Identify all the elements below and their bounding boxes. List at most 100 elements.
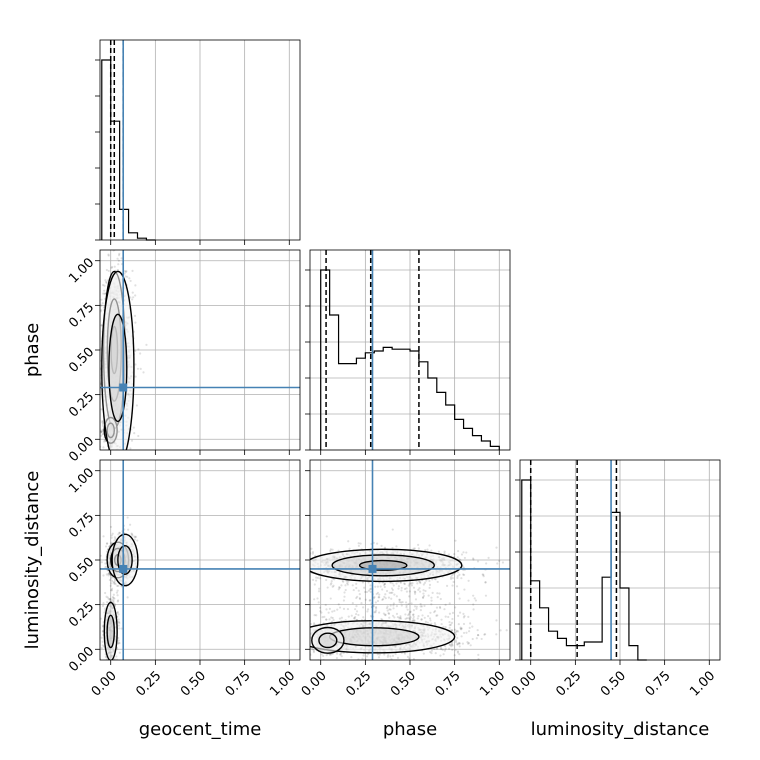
sample-point (90, 465, 92, 467)
sample-point (305, 639, 307, 641)
sample-point (280, 570, 282, 572)
sample-point (126, 596, 129, 599)
sample-point (101, 630, 105, 633)
sample-point (284, 626, 286, 628)
sample-point (105, 542, 109, 545)
sample-point (347, 540, 350, 543)
sample-point (100, 617, 102, 620)
sample-point (131, 291, 134, 294)
sample-point (378, 653, 381, 656)
sample-point (113, 462, 115, 464)
sample-point (115, 591, 119, 594)
sample-point (101, 421, 104, 424)
sample-point (124, 270, 127, 274)
sample-point (101, 283, 105, 287)
sample-point (466, 642, 470, 645)
sample-point (472, 557, 475, 560)
sample-point (106, 663, 108, 665)
sample-point (460, 553, 464, 556)
sample-point (382, 612, 386, 615)
sample-point (113, 539, 116, 542)
sample-point (339, 653, 342, 656)
sample-point (107, 269, 110, 273)
sample-point (113, 457, 115, 459)
sample-point (135, 404, 139, 407)
sample-point (302, 619, 304, 621)
sample-point (103, 440, 106, 443)
sample-point (118, 651, 121, 654)
sample-point (382, 583, 386, 587)
sample-point (107, 598, 110, 601)
sample-point (118, 620, 121, 624)
sample-point (120, 257, 123, 260)
sample-point (115, 655, 118, 658)
sample-point (444, 644, 447, 648)
sample-point (303, 651, 305, 653)
sample-point (463, 573, 466, 577)
sample-point (100, 430, 104, 433)
sample-point (115, 483, 117, 485)
density-layer (90, 232, 148, 490)
sample-point (102, 292, 105, 295)
sample-point (308, 616, 310, 618)
sample-point (290, 647, 292, 649)
sample-point (383, 653, 386, 656)
sample-point (335, 656, 339, 660)
sample-point (142, 371, 145, 374)
sample-point (275, 626, 277, 628)
sample-point (103, 611, 106, 614)
sample-point (449, 643, 452, 646)
sample-point (294, 630, 296, 632)
sample-point (116, 589, 119, 592)
sample-point (112, 599, 115, 602)
sample-point (482, 575, 485, 578)
sample-point (136, 539, 139, 542)
sample-point (301, 563, 303, 565)
sample-point (100, 636, 103, 639)
sample-point (359, 542, 362, 545)
sample-point (130, 233, 132, 235)
sample-point (270, 647, 272, 649)
sample-point (106, 596, 109, 599)
sample-point (458, 653, 461, 656)
sample-point (431, 578, 434, 581)
sample-point (300, 571, 302, 573)
sample-point (112, 596, 115, 600)
sample-point (295, 570, 297, 572)
hist-panel-geocent_time (95, 39, 301, 245)
sample-point (314, 579, 318, 582)
sample-point (305, 634, 307, 636)
sample-point (100, 431, 102, 434)
sample-point (450, 642, 453, 645)
sample-point (458, 573, 461, 576)
sample-point (268, 640, 270, 642)
sample-point (133, 314, 137, 317)
sample-point (110, 536, 113, 539)
sample-point (109, 597, 112, 601)
sample-point (476, 634, 480, 637)
sample-point (106, 601, 109, 604)
sample-point (110, 582, 113, 585)
sample-point (234, 636, 236, 638)
sample-point (111, 532, 114, 535)
sample-point (330, 580, 333, 583)
sample-point (131, 534, 134, 537)
sample-point (118, 232, 120, 234)
sample-point (116, 488, 118, 490)
sample-point (129, 296, 132, 299)
sample-point (111, 462, 113, 464)
sample-point (133, 535, 136, 538)
sample-point (436, 647, 439, 650)
sample-point (111, 595, 115, 599)
sample-point (278, 563, 280, 565)
sample-point (342, 580, 345, 583)
sample-point (357, 544, 360, 547)
sample-point (451, 643, 454, 646)
sample-point (481, 573, 484, 576)
sample-point (251, 572, 253, 574)
sample-point (117, 263, 120, 266)
sample-point (262, 618, 264, 620)
sample-point (139, 352, 142, 355)
sample-point (104, 562, 107, 565)
sample-point (417, 547, 420, 550)
